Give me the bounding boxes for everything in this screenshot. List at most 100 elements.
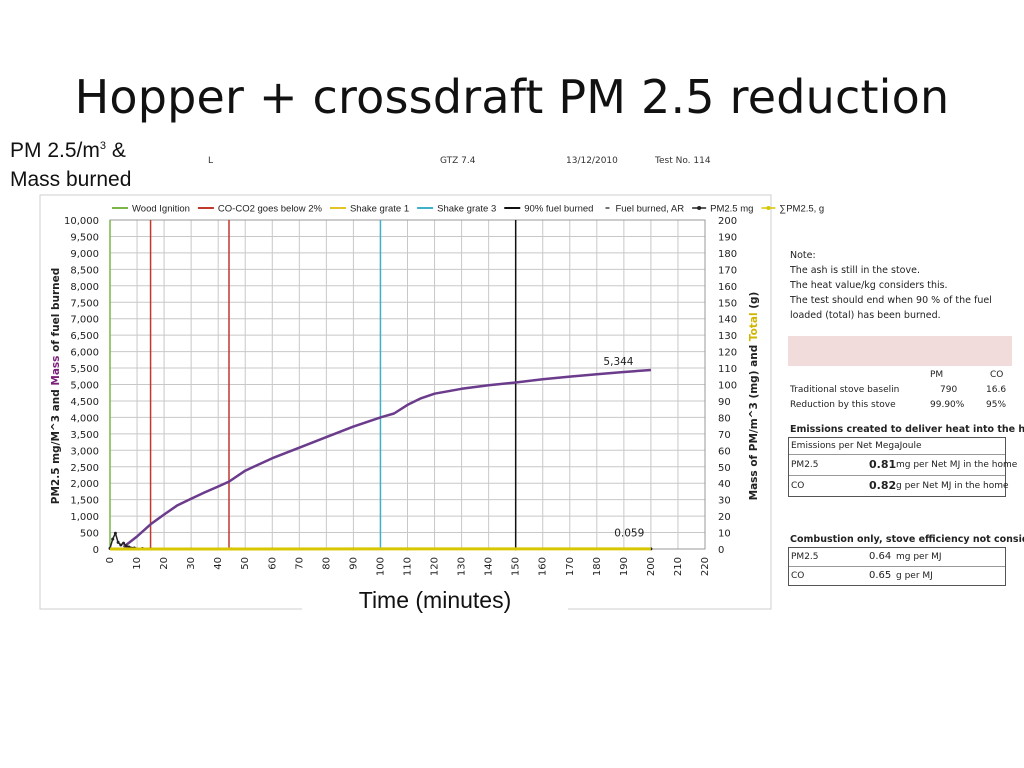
- y-right-tick-label: 50: [718, 463, 731, 474]
- x-tick-label: 120: [430, 557, 441, 576]
- emissions-value: 0.82: [869, 479, 897, 492]
- legend-label: Fuel burned, AR: [615, 204, 684, 215]
- emissions-value: 0.81: [869, 458, 897, 471]
- emissions-unit: g per Net MJ in the home: [896, 481, 1009, 491]
- x-tick-label: 20: [159, 557, 170, 570]
- y-right-label-part1: Mass of PM/m^3 (mg) and: [748, 341, 760, 500]
- overlay-line2: Mass burned: [10, 168, 132, 191]
- legend: Wood Ignition CO-CO2 goes below 2% Shake g…: [112, 204, 824, 215]
- emissions-label: CO: [791, 481, 805, 491]
- legend-label: CO-CO2 goes below 2%: [218, 204, 323, 215]
- x-tick-label: 90: [348, 557, 359, 570]
- y-right-tick-label: 100: [718, 381, 737, 392]
- y-right-tick-label: 170: [718, 265, 737, 276]
- x-tick-label: 110: [403, 557, 414, 576]
- y-right-label-part3: (g): [748, 292, 760, 313]
- y-left-tick-label: 0: [93, 545, 99, 556]
- y-right-tick-label: 60: [718, 446, 731, 457]
- comparison-table: PM CO Traditional stove baselin 790 16.6…: [790, 368, 1012, 413]
- y-right-tick-label: 200: [718, 216, 737, 227]
- x-tick-label: 160: [538, 557, 549, 576]
- emissions-header: Emissions per Net MegaJoule: [791, 441, 922, 451]
- highlight-band: [788, 336, 1012, 366]
- x-tick-label: 150: [511, 557, 522, 576]
- y-left-tick-label: 9,500: [70, 232, 99, 243]
- y-right-tick-label: 180: [718, 249, 737, 260]
- x-tick-label: 70: [294, 557, 305, 570]
- y-right-tick-label: 70: [718, 430, 731, 441]
- y-right-tick-label: 110: [718, 364, 737, 375]
- y-left-tick-label: 1,000: [70, 512, 99, 523]
- comparison-row: Traditional stove baselin 790 16.6: [790, 383, 1012, 398]
- y-right-tick-label: 80: [718, 413, 731, 424]
- x-tick-label: 210: [673, 557, 684, 576]
- col-co: CO: [990, 370, 1004, 380]
- x-tick-label: 100: [375, 557, 386, 576]
- y-left-tick-label: 10,000: [64, 216, 99, 227]
- slide-title: Hopper + crossdraft PM 2.5 reduction: [74, 70, 950, 124]
- y-right-tick-label: 150: [718, 298, 737, 309]
- legend-label: Wood Ignition: [132, 204, 190, 215]
- y-right-label-total: Total: [748, 312, 760, 341]
- row-label: Traditional stove baselin: [790, 385, 900, 395]
- note-line: Note:: [790, 250, 816, 261]
- x-tick-label: 170: [565, 557, 576, 576]
- header-date: 13/12/2010: [566, 156, 618, 166]
- legend-marker: [766, 206, 771, 210]
- row-co: 95%: [986, 400, 1007, 410]
- series-line-fuel_burned: [122, 368, 651, 548]
- y-left-tick-label: 8,500: [70, 265, 99, 276]
- y-right-tick-label: 90: [718, 397, 731, 408]
- y-right-tick-label: 20: [718, 512, 731, 523]
- y-left-label-mass: Mass: [50, 356, 62, 386]
- emissions-home-table: Emissions per Net MegaJoule PM2.5 0.81 m…: [788, 437, 1017, 497]
- y-right-tick-label: 30: [718, 496, 731, 507]
- x-tick-label: 220: [700, 557, 711, 576]
- y-right-tick-label: 120: [718, 348, 737, 359]
- x-tick-label: 40: [213, 557, 224, 570]
- x-tick-label: 130: [457, 557, 468, 576]
- comparison-header: PM CO: [790, 368, 1012, 383]
- x-tick-label: 180: [592, 557, 603, 576]
- note-line: The ash is still in the stove.: [790, 265, 920, 276]
- data-point-pm25: [124, 544, 128, 548]
- row-co: 16.6: [986, 385, 1007, 395]
- y-right-tick-label: 10: [718, 529, 731, 540]
- series: [108, 368, 653, 551]
- y-left-tick-label: 5,000: [70, 381, 99, 392]
- comparison-row: Reduction by this stove 99.90% 95%: [790, 398, 1012, 413]
- combustion-title: Combustion only, stove efficiency not co…: [790, 534, 1024, 545]
- combustion-table: PM2.5 0.64 mg per MJ CO 0.65 g per MJ: [788, 547, 1006, 586]
- y-left-tick-label: 7,500: [70, 298, 99, 309]
- y-left-tick-label: 6,000: [70, 348, 99, 359]
- y-left-tick-label: 5,500: [70, 364, 99, 375]
- y-left-tick-label: 4,500: [70, 397, 99, 408]
- combustion-label: PM2.5: [791, 552, 819, 562]
- y-left-label-part3: of fuel burned: [50, 268, 62, 356]
- notes-block: Note: The ash is still in the stove. The…: [790, 248, 992, 323]
- legend-marker: [697, 206, 702, 210]
- note-line: The heat value/kg considers this.: [790, 280, 948, 291]
- note-line: loaded (total) has been burned.: [790, 310, 941, 321]
- y-left-tick-label: 2,500: [70, 463, 99, 474]
- y-left-tick-label: 3,500: [70, 430, 99, 441]
- overlay-amp: &: [105, 139, 126, 162]
- col-pm: PM: [930, 370, 944, 380]
- emissions-header-row: Emissions per Net MegaJoule: [789, 438, 1005, 454]
- data-point-pm25: [119, 543, 123, 547]
- x-tick-label: 60: [267, 557, 278, 570]
- data-point-pm25: [113, 531, 117, 535]
- overlay-label: PM 2.5/m3 & Mass burned: [10, 132, 170, 194]
- x-tick-label: 140: [484, 557, 495, 576]
- combustion-value: 0.64: [869, 551, 892, 562]
- y-right-tick-label: 130: [718, 331, 737, 342]
- y-right-tick-label: 40: [718, 479, 731, 490]
- combustion-row: CO 0.65 g per MJ: [789, 566, 1005, 585]
- combustion-unit: mg per MJ: [896, 552, 942, 562]
- overlay-line1: PM 2.5/m: [10, 139, 100, 162]
- y-axis-right-label: Mass of PM/m^3 (mg) and Total (g): [748, 292, 760, 501]
- x-tick-label: 50: [240, 557, 251, 570]
- y-left-tick-label: 7,000: [70, 315, 99, 326]
- legend-label: 90% fuel burned: [524, 204, 593, 215]
